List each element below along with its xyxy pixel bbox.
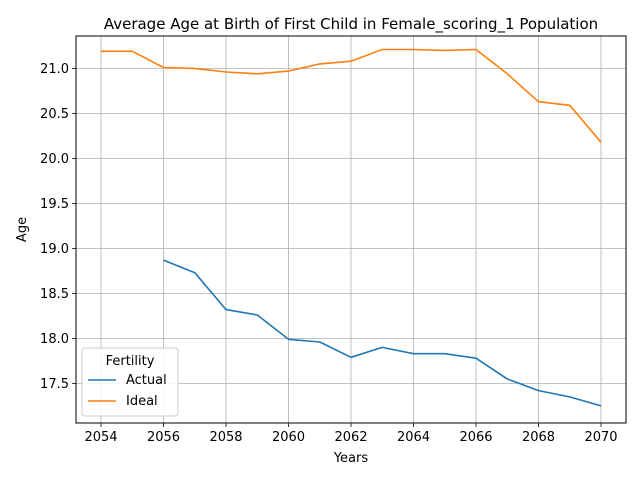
- y-axis-label: Age: [15, 217, 30, 242]
- x-tick-label: 2062: [334, 430, 367, 445]
- y-tick-label: 20.5: [40, 107, 69, 122]
- y-tick-label: 19.0: [40, 242, 69, 257]
- x-axis-label: Years: [333, 451, 369, 466]
- x-tick-label: 2056: [147, 430, 180, 445]
- y-tick-label: 18.5: [40, 287, 69, 302]
- y-tick-label: 19.5: [40, 197, 69, 212]
- x-tick-label: 2058: [209, 430, 242, 445]
- x-axis: 2054 2056 2058 2060 2062 2064 2066 2068 2070: [84, 423, 618, 445]
- y-tick-label: 20.0: [40, 152, 69, 167]
- grid: [76, 36, 626, 423]
- x-tick-label: 2060: [272, 430, 305, 445]
- x-tick-label: 2068: [522, 430, 555, 445]
- x-tick-label: 2070: [584, 430, 617, 445]
- series-lines: [101, 48, 602, 407]
- y-tick-label: 21.0: [40, 62, 69, 77]
- series-line-ideal: [101, 48, 602, 143]
- x-tick-label: 2064: [397, 430, 430, 445]
- legend: Fertility Actual Ideal: [81, 347, 179, 417]
- legend-box: [81, 347, 179, 417]
- legend-title: Fertility: [106, 354, 155, 369]
- chart-title: Average Age at Birth of First Child in F…: [104, 15, 598, 34]
- series-line-actual: [163, 259, 602, 407]
- legend-label-ideal: Ideal: [126, 394, 158, 409]
- y-axis: 17.5 18.0 18.5 19.0 19.5 20.0 20.5 21.0: [40, 62, 76, 392]
- x-tick-label: 2066: [459, 430, 492, 445]
- y-tick-label: 18.0: [40, 332, 69, 347]
- legend-label-actual: Actual: [126, 373, 167, 388]
- x-tick-label: 2054: [84, 430, 117, 445]
- y-tick-label: 17.5: [40, 377, 69, 392]
